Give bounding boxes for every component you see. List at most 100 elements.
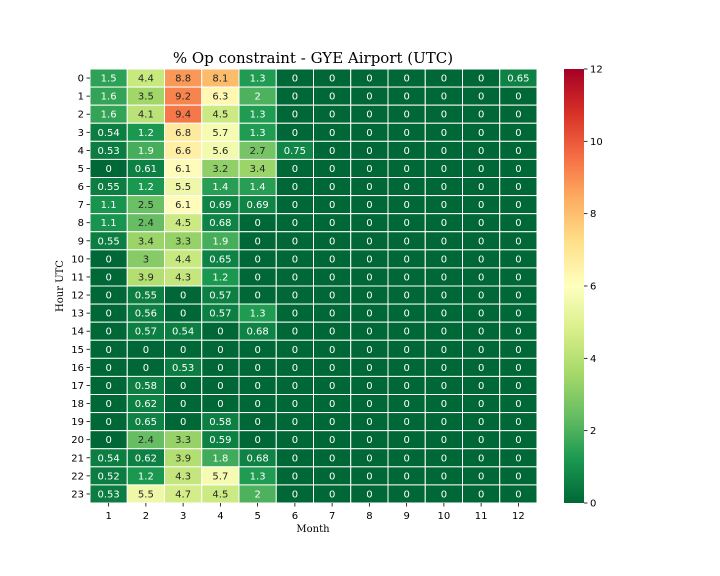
cell-value-label: 4.3 bbox=[175, 471, 191, 482]
cell-value-label: 0.58 bbox=[209, 417, 231, 428]
x-tick-label: 5 bbox=[254, 511, 260, 522]
cell-value-label: 0.57 bbox=[209, 309, 231, 320]
cell-value-label: 0 bbox=[478, 381, 484, 392]
cell-value-label: 0 bbox=[478, 453, 484, 464]
cell-value-label: 0 bbox=[441, 182, 447, 193]
cell-value-label: 4.5 bbox=[175, 218, 191, 229]
cell-value-label: 3.4 bbox=[250, 164, 266, 175]
cell-value-label: 0 bbox=[329, 272, 335, 283]
cell-value-label: 0 bbox=[217, 363, 223, 374]
colorbar bbox=[564, 69, 584, 503]
cell-value-label: 0.54 bbox=[97, 453, 119, 464]
cell-value-label: 0 bbox=[105, 272, 111, 283]
cell-value-label: 4.5 bbox=[212, 110, 228, 121]
cell-value-label: 0 bbox=[180, 381, 186, 392]
y-tick-label: 15 bbox=[71, 345, 84, 356]
cell-value-label: 1.8 bbox=[212, 453, 228, 464]
y-tick-label: 9 bbox=[78, 236, 84, 247]
cell-value-label: 0 bbox=[366, 74, 372, 85]
cell-value-label: 2 bbox=[254, 92, 260, 103]
y-tick-label: 12 bbox=[71, 291, 84, 302]
cell-value-label: 0 bbox=[515, 128, 521, 139]
cell-value-label: 0 bbox=[105, 291, 111, 302]
cell-value-label: 8.8 bbox=[175, 74, 191, 85]
y-tick-label: 7 bbox=[78, 200, 84, 211]
cell-value-label: 0 bbox=[403, 435, 409, 446]
cell-value-label: 0 bbox=[478, 146, 484, 157]
cell-value-label: 0 bbox=[366, 110, 372, 121]
cell-value-label: 0 bbox=[515, 381, 521, 392]
cell-value-label: 0 bbox=[254, 363, 260, 374]
cell-value-label: 0 bbox=[217, 327, 223, 338]
cell-value-label: 0 bbox=[478, 200, 484, 211]
cell-value-label: 0 bbox=[329, 110, 335, 121]
cell-value-label: 0 bbox=[478, 218, 484, 229]
cell-value-label: 0 bbox=[366, 435, 372, 446]
x-tick-label: 7 bbox=[329, 511, 335, 522]
y-tick-label: 14 bbox=[71, 327, 84, 338]
cell-value-label: 0.55 bbox=[97, 236, 119, 247]
cell-value-label: 0.53 bbox=[97, 489, 119, 500]
cell-value-label: 0 bbox=[478, 471, 484, 482]
cell-value-label: 5.7 bbox=[212, 128, 228, 139]
y-tick-label: 2 bbox=[78, 110, 84, 121]
cell-value-label: 0 bbox=[515, 345, 521, 356]
cell-value-label: 0.68 bbox=[209, 218, 231, 229]
cell-value-label: 0 bbox=[329, 236, 335, 247]
cell-value-label: 0 bbox=[478, 417, 484, 428]
cell-value-label: 0 bbox=[105, 399, 111, 410]
cell-value-label: 0 bbox=[441, 381, 447, 392]
cell-value-label: 3.4 bbox=[138, 236, 154, 247]
colorbar-ticks: 0 2 4 6 8 10 12 bbox=[584, 65, 603, 510]
cell-value-label: 0 bbox=[478, 128, 484, 139]
cell-value-label: 0 bbox=[329, 309, 335, 320]
cell-value-label: 0 bbox=[292, 92, 298, 103]
cell-value-label: 0 bbox=[366, 146, 372, 157]
cell-value-label: 1.3 bbox=[250, 110, 266, 121]
cell-value-label: 0 bbox=[292, 272, 298, 283]
cell-value-label: 0 bbox=[329, 182, 335, 193]
cell-value-label: 0 bbox=[441, 200, 447, 211]
cell-value-label: 1.4 bbox=[212, 182, 228, 193]
cell-value-label: 0 bbox=[515, 435, 521, 446]
cell-value-label: 0 bbox=[478, 435, 484, 446]
cell-value-label: 0 bbox=[403, 128, 409, 139]
cell-value-label: 0 bbox=[441, 291, 447, 302]
cell-value-label: 0 bbox=[329, 417, 335, 428]
cell-value-label: 0 bbox=[441, 453, 447, 464]
cell-value-label: 0.54 bbox=[97, 128, 119, 139]
cell-value-label: 1.4 bbox=[250, 182, 266, 193]
cell-value-label: 0.65 bbox=[135, 417, 157, 428]
cell-value-label: 0 bbox=[366, 236, 372, 247]
cell-value-label: 0 bbox=[329, 200, 335, 211]
cell-value-label: 0 bbox=[217, 399, 223, 410]
cell-value-label: 3.5 bbox=[138, 92, 154, 103]
cell-value-label: 0 bbox=[366, 489, 372, 500]
cell-value-label: 0 bbox=[366, 399, 372, 410]
cell-value-label: 0 bbox=[329, 453, 335, 464]
cell-value-label: 0 bbox=[515, 489, 521, 500]
cell-value-label: 0 bbox=[441, 254, 447, 265]
cell-value-label: 0 bbox=[329, 435, 335, 446]
cell-value-label: 0 bbox=[254, 345, 260, 356]
cell-value-label: 0 bbox=[441, 236, 447, 247]
cell-value-label: 1.2 bbox=[138, 128, 154, 139]
cell-value-label: 0 bbox=[478, 272, 484, 283]
cell-value-label: 0 bbox=[515, 399, 521, 410]
cell-value-label: 0 bbox=[217, 345, 223, 356]
cell-value-label: 0 bbox=[366, 381, 372, 392]
cell-value-label: 0 bbox=[441, 399, 447, 410]
cell-value-label: 0 bbox=[254, 218, 260, 229]
cell-value-label: 0 bbox=[366, 327, 372, 338]
cell-value-label: 0 bbox=[292, 363, 298, 374]
cell-value-label: 0 bbox=[515, 110, 521, 121]
cell-value-label: 0 bbox=[329, 327, 335, 338]
cell-value-label: 9.2 bbox=[175, 92, 191, 103]
cell-value-label: 0 bbox=[143, 345, 149, 356]
x-tick-label: 3 bbox=[180, 511, 186, 522]
colorbar-tick-label: 2 bbox=[590, 426, 596, 437]
cell-value-label: 3.3 bbox=[175, 236, 191, 247]
cell-value-label: 2 bbox=[254, 489, 260, 500]
cell-value-label: 0 bbox=[478, 399, 484, 410]
